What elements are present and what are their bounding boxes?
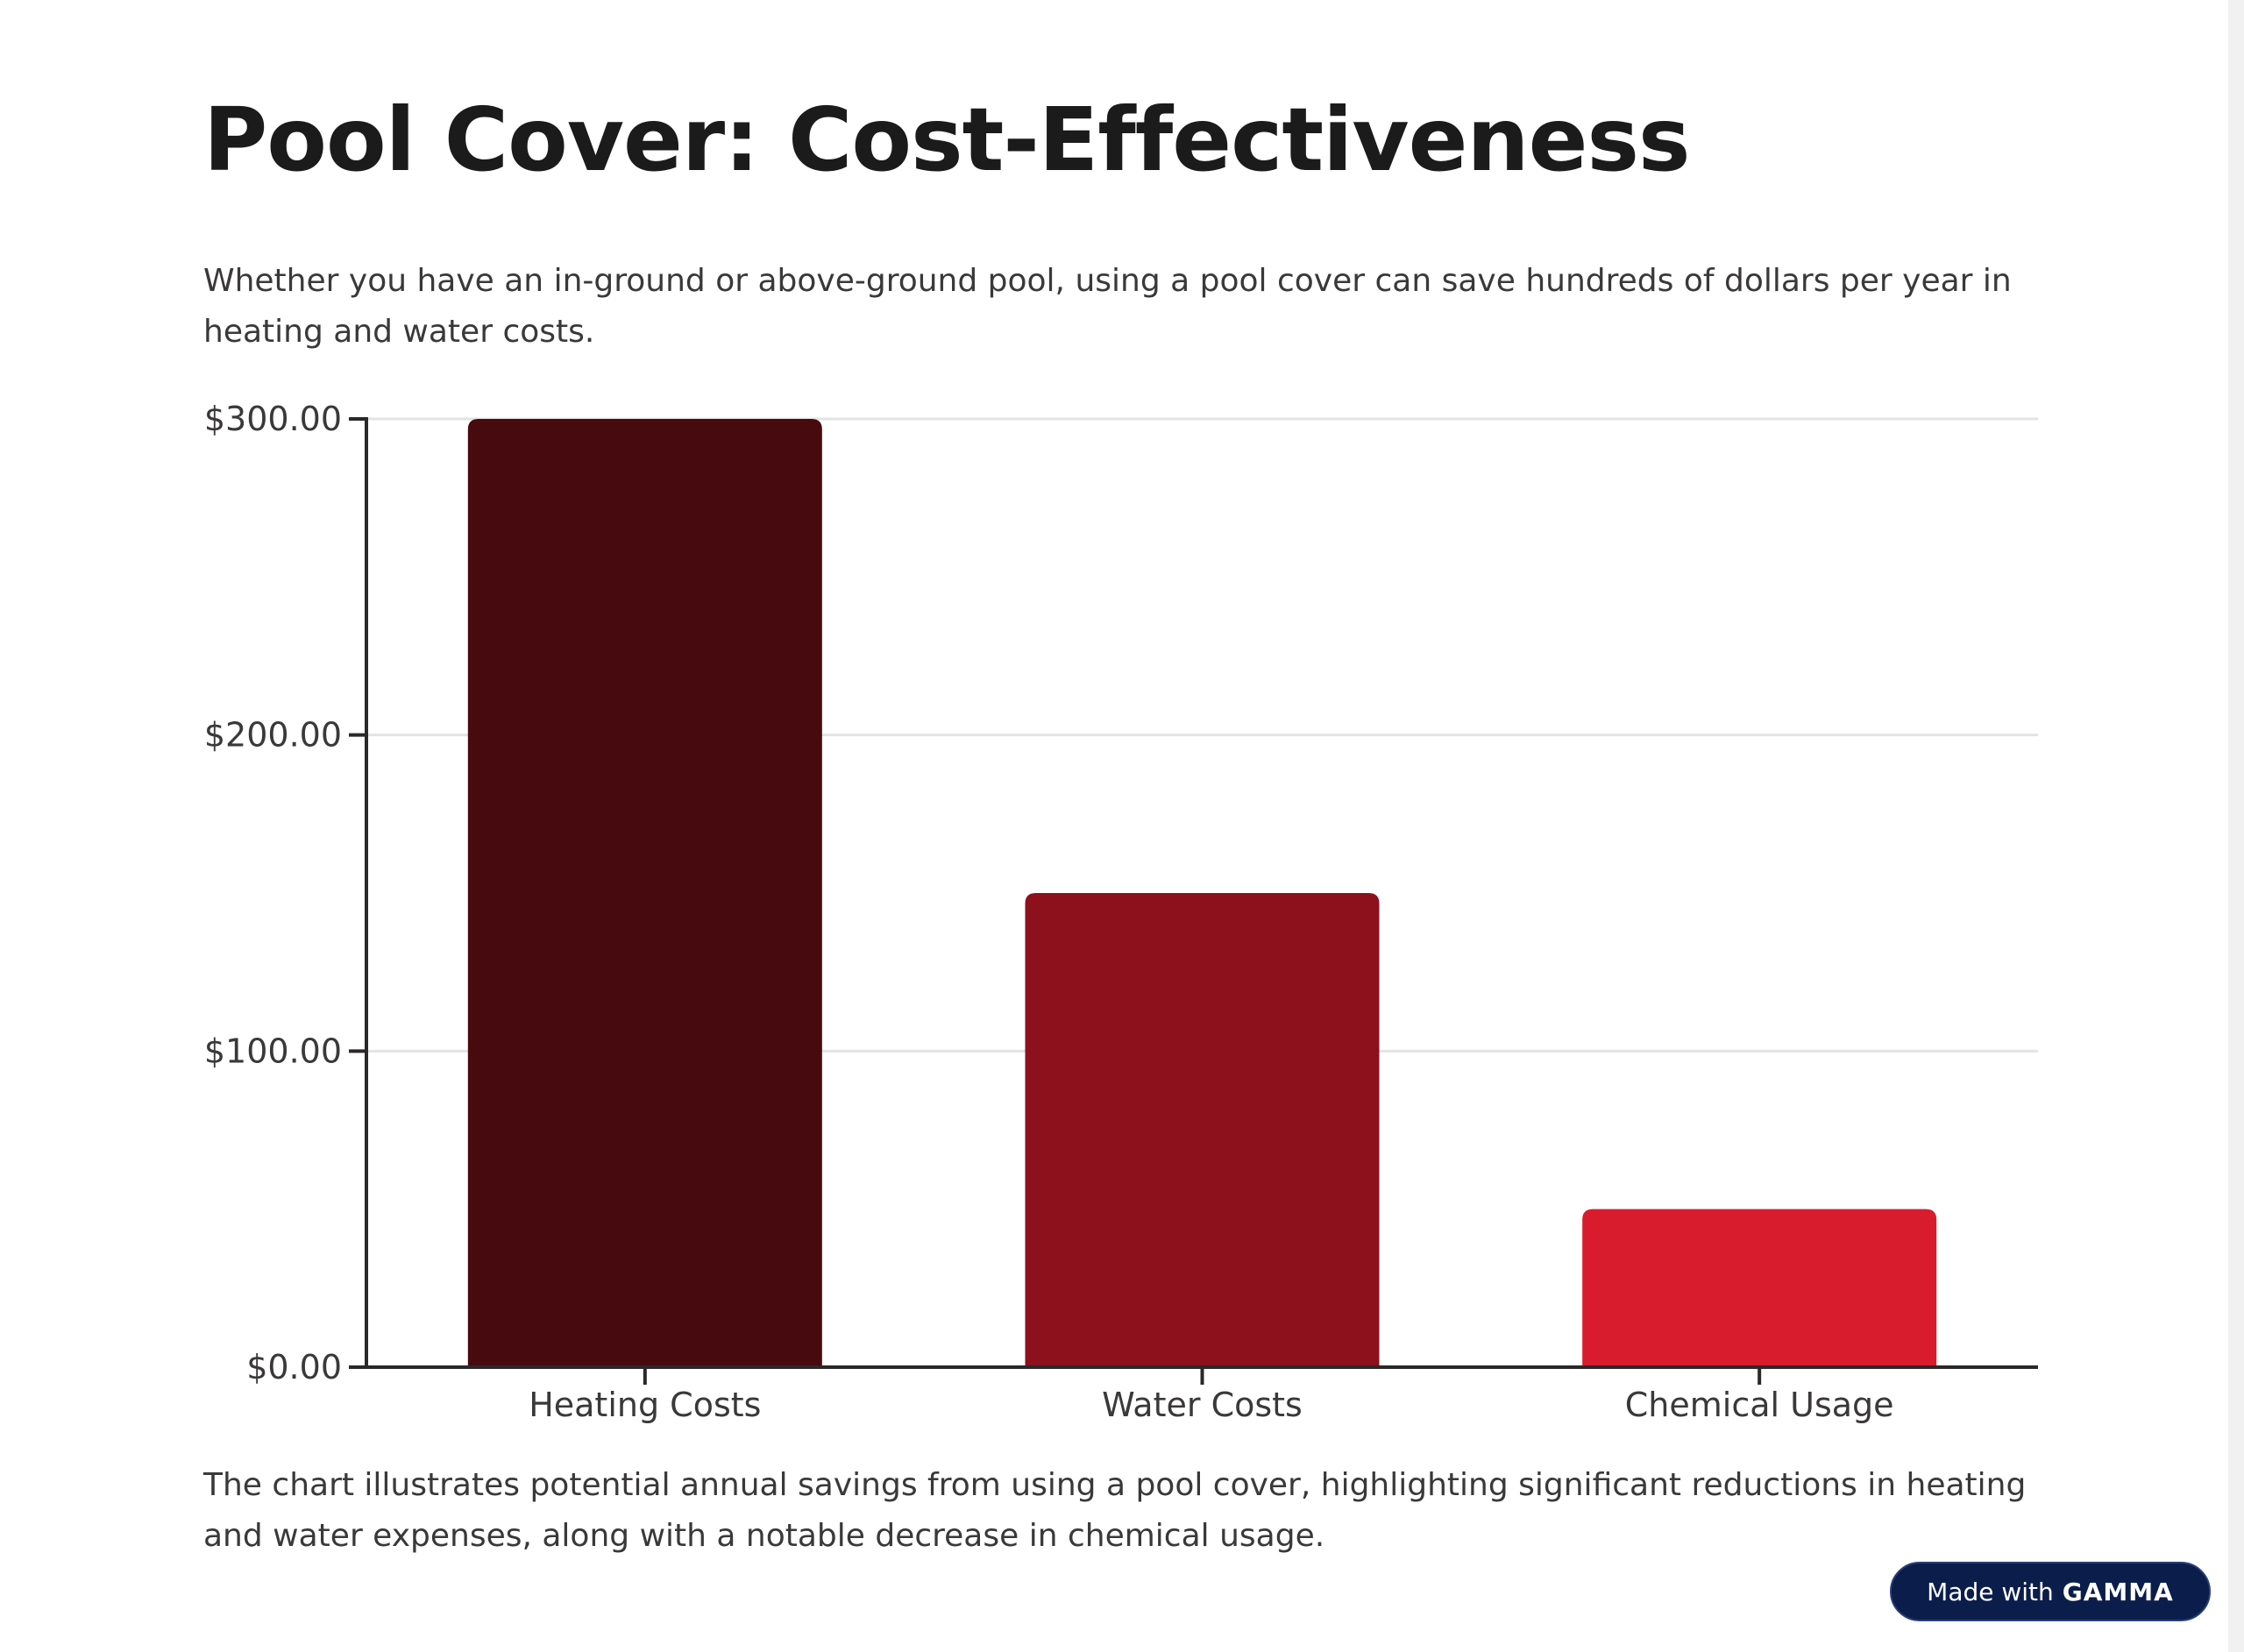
x-tick-label: Chemical Usage — [1625, 1386, 1894, 1424]
bar-heating-costs — [467, 419, 822, 1367]
x-tick-label: Heating Costs — [529, 1386, 761, 1424]
y-tick-label: $200.00 — [204, 716, 342, 755]
bar-chart: $0.00 $100.00 $200.00 $300.00 Heating Costs… — [204, 400, 2038, 1424]
x-tick-label: Water Costs — [1102, 1386, 1303, 1424]
badge-made-with-label: Made with — [1927, 1577, 2054, 1606]
caption-text: The chart illustrates potential annual s… — [203, 1467, 2027, 1554]
bar-chemical-usage — [1582, 1209, 1937, 1367]
y-tick-labels: $0.00 $100.00 $200.00 $300.00 — [204, 400, 342, 1386]
y-tick-label: $300.00 — [204, 400, 342, 438]
window-edge — [2228, 0, 2244, 1652]
bars — [467, 419, 1937, 1367]
axes — [349, 417, 2038, 1385]
x-tick-labels: Heating Costs Water Costs Chemical Usage — [529, 1386, 1893, 1424]
made-with-gamma-badge[interactable]: Made with GAMMA — [1890, 1562, 2211, 1621]
intro-text: Whether you have an in-ground or above-g… — [203, 263, 2012, 350]
y-tick-label: $100.00 — [204, 1032, 342, 1070]
bar-water-costs — [1025, 893, 1380, 1367]
y-tick-label: $0.00 — [246, 1348, 342, 1386]
page-title: Pool Cover: Cost-Effectiveness — [203, 89, 1690, 191]
gamma-logo: GAMMA — [2062, 1577, 2174, 1606]
